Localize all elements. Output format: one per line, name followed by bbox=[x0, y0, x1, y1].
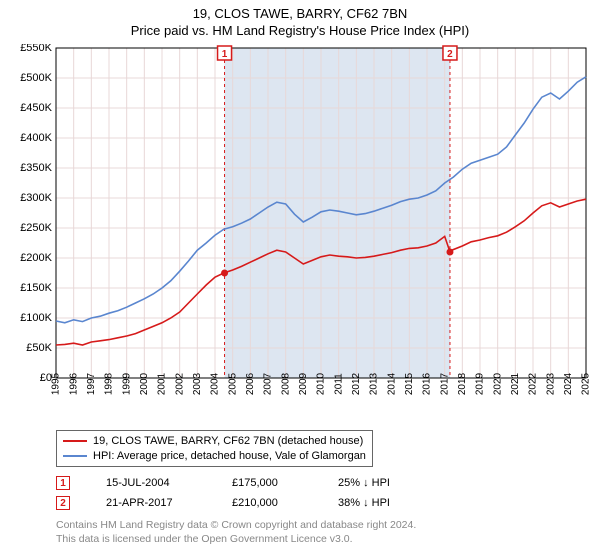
svg-text:2010: 2010 bbox=[316, 372, 327, 395]
svg-text:£100K: £100K bbox=[20, 312, 52, 324]
svg-text:2005: 2005 bbox=[227, 372, 238, 395]
svg-text:£300K: £300K bbox=[20, 192, 52, 204]
svg-text:2001: 2001 bbox=[157, 372, 168, 395]
svg-text:2023: 2023 bbox=[545, 372, 556, 395]
sale-price-1: £175,000 bbox=[232, 477, 302, 489]
footnote-line1: Contains HM Land Registry data © Crown c… bbox=[56, 519, 592, 533]
legend-swatch-property bbox=[63, 440, 87, 442]
sale-date-1: 15-JUL-2004 bbox=[106, 477, 196, 489]
chart-svg: £0£50K£100K£150K£200K£250K£300K£350K£400… bbox=[8, 44, 592, 426]
svg-text:2011: 2011 bbox=[333, 373, 344, 395]
svg-text:£450K: £450K bbox=[20, 102, 52, 114]
svg-text:2020: 2020 bbox=[492, 372, 503, 395]
footnote: Contains HM Land Registry data © Crown c… bbox=[56, 519, 592, 546]
legend-label-hpi: HPI: Average price, detached house, Vale… bbox=[93, 449, 366, 464]
svg-text:2006: 2006 bbox=[245, 372, 256, 395]
sale-marker-2: 2 bbox=[56, 496, 70, 510]
svg-text:2013: 2013 bbox=[369, 372, 380, 395]
svg-text:£250K: £250K bbox=[20, 222, 52, 234]
page-title-line2: Price paid vs. HM Land Registry's House … bbox=[8, 23, 592, 40]
svg-text:2003: 2003 bbox=[192, 372, 203, 395]
svg-text:£200K: £200K bbox=[20, 252, 52, 264]
svg-text:£550K: £550K bbox=[20, 44, 52, 54]
sale-marker-1: 1 bbox=[56, 476, 70, 490]
svg-text:£150K: £150K bbox=[20, 282, 52, 294]
svg-text:2: 2 bbox=[447, 49, 453, 60]
svg-text:1: 1 bbox=[222, 49, 228, 60]
svg-text:2014: 2014 bbox=[386, 372, 397, 395]
svg-text:2024: 2024 bbox=[563, 372, 574, 395]
svg-text:£400K: £400K bbox=[20, 132, 52, 144]
svg-text:2016: 2016 bbox=[422, 372, 433, 395]
svg-text:£500K: £500K bbox=[20, 72, 52, 84]
sale-row-2: 2 21-APR-2017 £210,000 38% ↓ HPI bbox=[56, 493, 592, 513]
svg-text:2009: 2009 bbox=[298, 372, 309, 395]
svg-text:2012: 2012 bbox=[351, 372, 362, 395]
svg-text:2002: 2002 bbox=[174, 372, 185, 395]
sales-table: 1 15-JUL-2004 £175,000 25% ↓ HPI 2 21-AP… bbox=[56, 473, 592, 513]
page-title-line1: 19, CLOS TAWE, BARRY, CF62 7BN bbox=[8, 6, 592, 23]
svg-text:2000: 2000 bbox=[139, 372, 150, 395]
sale-delta-1: 25% ↓ HPI bbox=[338, 477, 390, 489]
legend-row-property: 19, CLOS TAWE, BARRY, CF62 7BN (detached… bbox=[63, 434, 366, 449]
svg-text:2018: 2018 bbox=[457, 372, 468, 395]
svg-text:1998: 1998 bbox=[104, 372, 115, 395]
legend-swatch-hpi bbox=[63, 455, 87, 457]
sale-price-2: £210,000 bbox=[232, 497, 302, 509]
svg-text:2017: 2017 bbox=[439, 372, 450, 395]
svg-text:2021: 2021 bbox=[510, 372, 521, 395]
price-chart: £0£50K£100K£150K£200K£250K£300K£350K£400… bbox=[8, 44, 592, 426]
svg-text:2008: 2008 bbox=[280, 372, 291, 395]
sale-row-1: 1 15-JUL-2004 £175,000 25% ↓ HPI bbox=[56, 473, 592, 493]
svg-text:1996: 1996 bbox=[68, 372, 79, 395]
sale-delta-2: 38% ↓ HPI bbox=[338, 497, 390, 509]
footnote-line2: This data is licensed under the Open Gov… bbox=[56, 533, 592, 547]
sale-date-2: 21-APR-2017 bbox=[106, 497, 196, 509]
legend-row-hpi: HPI: Average price, detached house, Vale… bbox=[63, 449, 366, 464]
svg-text:2015: 2015 bbox=[404, 372, 415, 395]
legend-label-property: 19, CLOS TAWE, BARRY, CF62 7BN (detached… bbox=[93, 434, 363, 449]
svg-text:2004: 2004 bbox=[210, 372, 221, 395]
legend: 19, CLOS TAWE, BARRY, CF62 7BN (detached… bbox=[56, 430, 373, 468]
svg-text:1999: 1999 bbox=[121, 372, 132, 395]
svg-text:£350K: £350K bbox=[20, 162, 52, 174]
svg-text:£50K: £50K bbox=[26, 342, 52, 354]
svg-text:2019: 2019 bbox=[475, 372, 486, 395]
svg-text:2022: 2022 bbox=[528, 372, 539, 395]
svg-text:2007: 2007 bbox=[263, 372, 274, 395]
svg-text:1997: 1997 bbox=[86, 372, 97, 395]
